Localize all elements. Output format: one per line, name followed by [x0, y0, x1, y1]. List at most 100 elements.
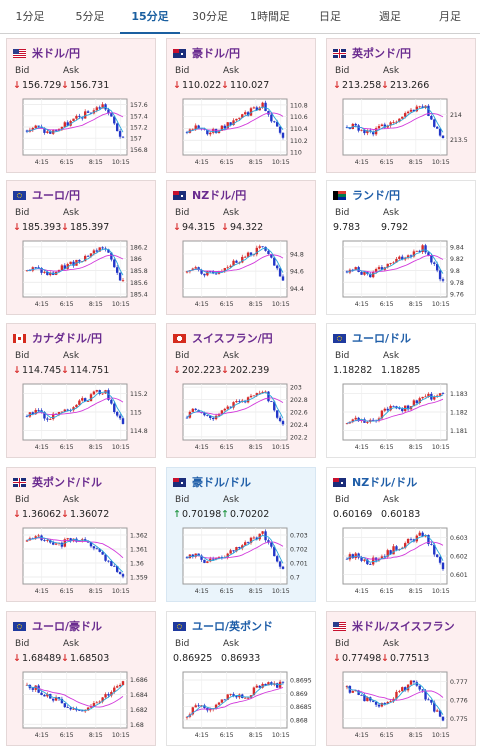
tab-1[interactable]: 5分足 — [75, 10, 105, 23]
mini-chart[interactable]: 0.8695 0.869 0.8685 0.868 4:15 6:15 8:15 10:15 — [171, 670, 313, 744]
mini-chart[interactable]: 1.686 1.684 1.682 1.68 4:15 6:15 8:15 10:15 — [11, 670, 153, 744]
tab-5[interactable]: 日足 — [319, 10, 341, 23]
pair-card[interactable]: スイスフラン/円 Bid Ask ↓202.223 ↓202.239 203 202.8 20… — [166, 323, 316, 458]
mini-chart[interactable]: 203 202.8 202.6 202.4 202.2 4:15 6:15 8:15 10:15 — [171, 382, 313, 456]
candle-body — [57, 412, 61, 414]
candle-body — [25, 540, 29, 542]
candle-body — [220, 699, 224, 703]
bid-label: Bid — [15, 208, 30, 218]
pair-name-link[interactable]: ランド/円 — [352, 189, 401, 202]
candle-body — [63, 703, 67, 708]
bid-value: ↓1.68489 — [13, 653, 61, 664]
pair-card[interactable]: カナダドル/円 Bid Ask ↓114.745 ↓114.751 115.2 115 114… — [6, 323, 156, 458]
pair-card[interactable]: NZドル/ドル Bid Ask 0.60169 0.60183 0.603 0.602 0.6… — [326, 467, 476, 602]
pair-card[interactable]: 豪ドル/円 Bid Ask ↓110.022 ↓110.027 110.8 110.6 110… — [166, 38, 316, 173]
x-tick-label: 10:15 — [432, 588, 450, 595]
pair-name-link[interactable]: カナダドル/円 — [32, 332, 103, 345]
x-tick-label: 6:15 — [380, 588, 394, 595]
candle-body — [418, 106, 421, 108]
y-tick-label: 0.8685 — [290, 704, 312, 711]
candle-body — [433, 262, 436, 264]
mini-chart[interactable]: 115.2 115 114.8 4:15 6:15 8:15 10:15 — [11, 382, 153, 456]
pair-header: 米ドル/スイスフラン — [333, 618, 455, 634]
tab-2[interactable]: 15分足 — [120, 0, 180, 34]
mini-chart[interactable]: 186.2 186 185.8 185.6 185.4 4:15 6:15 8:15 10:15 — [11, 239, 153, 313]
ask-label: Ask — [223, 208, 240, 218]
candle-body — [66, 264, 69, 269]
pair-name-link[interactable]: 英ポンド/ドル — [32, 476, 103, 489]
mini-chart[interactable]: 110.8 110.6 110.4 110.2 110 4:15 6:15 8:15 10:15 — [171, 97, 313, 171]
pair-card[interactable]: 豪ドル/ドル Bid Ask ↑0.70198 ↑0.70202 0.703 0.702 0.… — [166, 467, 316, 602]
pair-name-link[interactable]: 豪ドル/円 — [192, 47, 241, 60]
pair-card[interactable]: NZドル/円 Bid Ask ↓94.315 ↓94.322 94.8 94.6 94.4 4:… — [166, 180, 316, 315]
candle-body — [403, 113, 407, 117]
pair-name-link[interactable]: スイスフラン/円 — [192, 332, 273, 345]
tab-3[interactable]: 30分足 — [192, 10, 228, 23]
candle-body — [371, 557, 375, 565]
pair-card[interactable]: 英ポンド/ドル Bid Ask ↓1.36062 ↓1.36072 1.362 1.361 1… — [6, 467, 156, 602]
mini-chart[interactable]: 157.6 157.4 157.2 157 156.8 4:15 6:15 8:15 10:15 — [11, 97, 153, 171]
x-tick-label: 6:15 — [220, 588, 234, 595]
pair-card[interactable]: ランド/円 Bid Ask 9.783 9.792 9.84 9.82 9.8 9.78 9.76… — [326, 180, 476, 315]
ask-value: ↓94.322 — [221, 222, 263, 233]
tab-0[interactable]: 1分足 — [15, 10, 45, 23]
candle-body — [360, 557, 363, 561]
candle-body — [246, 252, 250, 257]
candle-body — [226, 267, 229, 269]
pair-name-link[interactable]: 豪ドル/ドル — [192, 476, 252, 489]
candle-body — [191, 268, 195, 271]
tab-7[interactable]: 月足 — [439, 10, 461, 23]
candle-body — [83, 539, 87, 541]
pair-name-link[interactable]: NZドル/円 — [192, 189, 247, 202]
arrow-down-icon: ↓ — [13, 653, 21, 664]
pair-card[interactable]: ユーロ/豪ドル Bid Ask ↓1.68489 ↓1.68503 1.686 1.684 1… — [6, 611, 156, 746]
candle-body — [438, 270, 442, 280]
candle-body — [354, 267, 357, 270]
tab-6[interactable]: 週足 — [379, 10, 401, 23]
pair-card[interactable]: 米ドル/スイスフラン Bid Ask ↓0.77498 ↓0.77513 0.777 0.7… — [326, 611, 476, 746]
candle-body — [194, 408, 197, 410]
candle-body — [278, 417, 282, 422]
candle-body — [345, 423, 349, 425]
candle-body — [34, 125, 37, 129]
candle-body — [412, 400, 416, 407]
pair-header: カナダドル/円 — [13, 330, 102, 346]
mini-chart[interactable]: 9.84 9.82 9.8 9.78 9.76 4:15 6:15 8:15 10:15 — [331, 239, 473, 313]
pair-name-link[interactable]: ユーロ/円 — [32, 189, 81, 202]
mini-chart[interactable]: 1.362 1.361 1.36 1.359 4:15 6:15 8:15 10:15 — [11, 526, 153, 600]
mini-chart[interactable]: 94.8 94.6 94.4 4:15 6:15 8:15 10:15 — [171, 239, 313, 313]
bid-number: 1.68489 — [21, 653, 62, 664]
candle-body — [255, 685, 259, 688]
x-tick-label: 4:15 — [355, 588, 369, 595]
mini-chart[interactable]: 0.703 0.702 0.701 0.7 4:15 6:15 8:15 10:15 — [171, 526, 313, 600]
candle-body — [57, 697, 61, 699]
pair-name-link[interactable]: ユーロ/豪ドル — [32, 620, 103, 633]
pair-card[interactable]: 米ドル/円 Bid Ask ↓156.729 ↓156.731 157.6 157.4 157… — [6, 38, 156, 173]
candle-body — [75, 708, 78, 711]
candle-body — [270, 682, 273, 685]
pair-card[interactable]: ユーロ/ドル Bid Ask 1.18282 1.18285 1.183 1.182 1.18… — [326, 323, 476, 458]
pair-card[interactable]: ユーロ/英ポンド Bid Ask 0.86925 0.86933 0.8695 0.869 0… — [166, 611, 316, 746]
bid-label: Bid — [335, 639, 350, 649]
pair-card[interactable]: 英ポンド/円 Bid Ask ↓213.258 ↓213.266 214 213.5 4:15… — [326, 38, 476, 173]
pair-name-link[interactable]: 米ドル/スイスフラン — [352, 620, 455, 633]
pair-name-link[interactable]: ユーロ/ドル — [352, 332, 412, 345]
mini-chart[interactable]: 0.603 0.602 0.601 4:15 6:15 8:15 10:15 — [331, 526, 473, 600]
candle-body — [433, 396, 436, 400]
candle-body — [118, 571, 122, 575]
mini-chart[interactable]: 214 213.5 4:15 6:15 8:15 10:15 — [331, 97, 473, 171]
pair-card[interactable]: ユーロ/円 Bid Ask ↓185.393 ↓185.397 186.2 186 185.8… — [6, 180, 156, 315]
pair-name-link[interactable]: NZドル/ドル — [352, 476, 418, 489]
pair-header: 英ポンド/円 — [333, 45, 411, 61]
arrow-up-icon: ↑ — [173, 509, 181, 520]
tab-4[interactable]: 1時間足 — [250, 10, 290, 23]
x-tick-label: 6:15 — [220, 732, 234, 739]
candle-body — [380, 410, 384, 419]
pair-name-link[interactable]: 米ドル/円 — [32, 47, 81, 60]
candle-body — [46, 418, 49, 420]
mini-chart[interactable]: 0.777 0.776 0.775 4:15 6:15 8:15 10:15 — [331, 670, 473, 744]
pair-name-link[interactable]: 英ポンド/円 — [352, 47, 412, 60]
pair-name-link[interactable]: ユーロ/英ポンド — [192, 620, 274, 633]
candle-body — [25, 130, 29, 132]
mini-chart[interactable]: 1.183 1.182 1.181 4:15 6:15 8:15 10:15 — [331, 382, 473, 456]
